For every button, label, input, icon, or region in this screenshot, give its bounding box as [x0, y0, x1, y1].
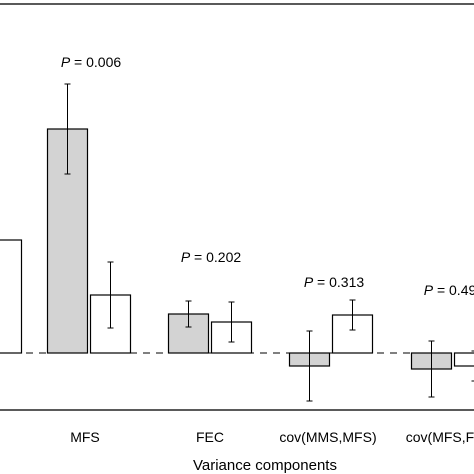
bar-gray-1: [46, 128, 89, 354]
category-label-2: FEC: [196, 429, 224, 445]
p-value-annotation-2: P = 0.202: [181, 249, 242, 265]
p-value-text: = 0.202: [190, 249, 241, 265]
p-value-text: = 0.006: [70, 54, 121, 70]
p-value-annotation-1: P = 0.006: [61, 54, 122, 70]
p-symbol: P: [304, 274, 314, 290]
bar-white-0: [0, 239, 23, 354]
p-value-text: = 0.49: [433, 282, 474, 298]
p-symbol: P: [61, 54, 71, 70]
x-axis-label: Variance components: [193, 457, 337, 474]
plot-frame: [0, 3, 474, 411]
bar-white-4: [453, 352, 474, 367]
category-label-1: MFS: [70, 429, 100, 445]
p-symbol: P: [181, 249, 191, 265]
p-value-text: = 0.313: [313, 274, 364, 290]
p-symbol: P: [424, 282, 434, 298]
category-label-3: cov(MMS,MFS): [279, 429, 376, 445]
p-value-annotation-3: P = 0.313: [304, 274, 365, 290]
category-label-4: cov(MFS,F: [406, 429, 474, 445]
p-value-annotation-4: P = 0.49: [424, 282, 474, 298]
